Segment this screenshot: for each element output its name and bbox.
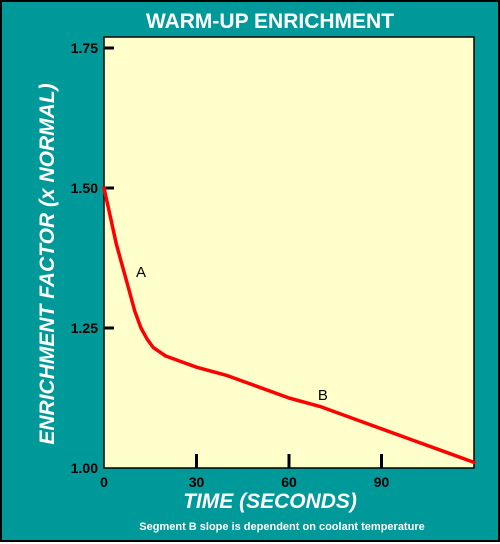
- footnote: Segment B slope is dependent on coolant …: [139, 521, 424, 533]
- x-tick-label: 90: [374, 474, 390, 490]
- plot-area: [103, 36, 475, 469]
- y-tick-label: 1.00: [71, 460, 98, 476]
- axis-ticks: 1.00 1.25 1.50 1.75 0 30 60 90: [71, 40, 390, 490]
- series-layer: [102, 186, 476, 465]
- x-axis-title: TIME (SECONDS): [183, 490, 357, 513]
- segment-label: A: [136, 264, 146, 281]
- annotations: AB: [136, 264, 328, 404]
- y-tick-label: 1.25: [71, 320, 98, 336]
- y-tick-label: 1.75: [71, 40, 98, 56]
- chart-title: WARM-UP ENRICHMENT: [146, 10, 394, 33]
- x-tick-label: 0: [100, 474, 108, 490]
- x-tick-label: 60: [281, 474, 297, 490]
- x-tick-label: 30: [189, 474, 205, 490]
- y-axis-title: ENRICHMENT FACTOR (x NORMAL): [36, 83, 59, 444]
- y-tick-label: 1.50: [71, 180, 98, 196]
- segment-label: B: [318, 387, 328, 404]
- series-line: [102, 186, 476, 465]
